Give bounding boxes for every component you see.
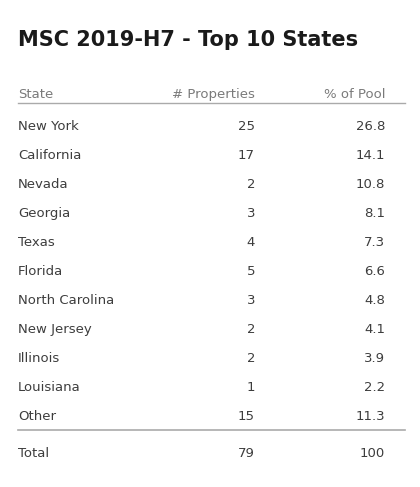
Text: 26.8: 26.8 [356,120,385,133]
Text: 1: 1 [247,381,255,394]
Text: Total: Total [18,447,49,460]
Text: 4.8: 4.8 [364,294,385,307]
Text: MSC 2019-H7 - Top 10 States: MSC 2019-H7 - Top 10 States [18,30,358,50]
Text: 8.1: 8.1 [364,207,385,220]
Text: 2: 2 [247,352,255,365]
Text: Florida: Florida [18,265,63,278]
Text: New York: New York [18,120,79,133]
Text: Texas: Texas [18,236,55,249]
Text: Other: Other [18,410,56,423]
Text: Illinois: Illinois [18,352,60,365]
Text: 11.3: 11.3 [355,410,385,423]
Text: 4.1: 4.1 [364,323,385,336]
Text: 14.1: 14.1 [355,149,385,162]
Text: 3: 3 [247,207,255,220]
Text: 2.2: 2.2 [364,381,385,394]
Text: California: California [18,149,81,162]
Text: # Properties: # Properties [172,88,255,101]
Text: 79: 79 [238,447,255,460]
Text: 4: 4 [247,236,255,249]
Text: 15: 15 [238,410,255,423]
Text: 100: 100 [360,447,385,460]
Text: 10.8: 10.8 [356,178,385,191]
Text: Nevada: Nevada [18,178,68,191]
Text: 3: 3 [247,294,255,307]
Text: Georgia: Georgia [18,207,70,220]
Text: 6.6: 6.6 [364,265,385,278]
Text: 17: 17 [238,149,255,162]
Text: 25: 25 [238,120,255,133]
Text: 7.3: 7.3 [364,236,385,249]
Text: Louisiana: Louisiana [18,381,81,394]
Text: 5: 5 [247,265,255,278]
Text: 3.9: 3.9 [364,352,385,365]
Text: North Carolina: North Carolina [18,294,114,307]
Text: 2: 2 [247,323,255,336]
Text: New Jersey: New Jersey [18,323,92,336]
Text: % of Pool: % of Pool [323,88,385,101]
Text: State: State [18,88,53,101]
Text: 2: 2 [247,178,255,191]
